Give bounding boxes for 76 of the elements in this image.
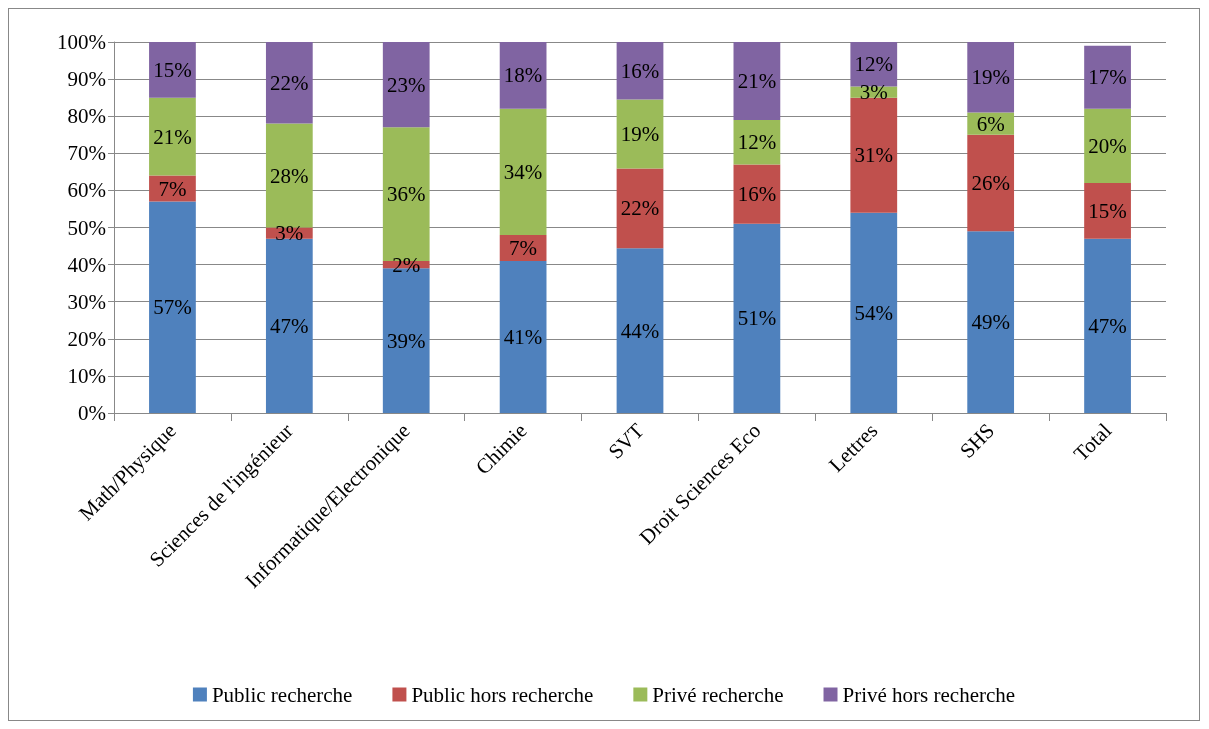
bar [265, 123, 313, 228]
data-label: 17% [1088, 65, 1127, 90]
bar [499, 108, 547, 235]
data-label: 16% [620, 58, 660, 83]
bar [616, 168, 664, 249]
legend-label: Privé recherche [652, 682, 784, 707]
bar [1084, 238, 1131, 413]
legend-label: Public recherche [211, 682, 353, 707]
x-tick-label: SHS [954, 418, 1000, 463]
data-label: 28% [270, 163, 309, 188]
bar [1084, 182, 1131, 239]
data-label: 39% [386, 328, 426, 353]
data-label: 21% [737, 68, 777, 93]
y-tick-label: 70% [67, 141, 106, 166]
bar [967, 134, 1015, 232]
y-tick-label: 20% [67, 326, 106, 351]
data-label: 3% [275, 221, 304, 246]
bar [149, 201, 196, 413]
bar [149, 97, 196, 176]
data-label: 47% [1088, 313, 1127, 338]
data-label: 16% [737, 182, 777, 207]
data-label: 23% [386, 72, 426, 97]
y-tick-label: 50% [67, 215, 106, 240]
bar [265, 42, 313, 124]
data-label: 20% [1088, 133, 1127, 158]
legend-label: Public hors recherche [411, 682, 594, 707]
bar [149, 42, 196, 98]
data-label: 7% [158, 176, 187, 201]
bar [850, 97, 898, 213]
data-label: 26% [971, 170, 1010, 195]
data-label: 36% [386, 182, 426, 207]
data-label: 19% [620, 122, 660, 147]
y-tick-label: 80% [67, 104, 106, 129]
data-label: 19% [971, 65, 1010, 90]
data-label: 34% [503, 159, 543, 184]
bar [382, 42, 430, 128]
bar [499, 260, 547, 413]
bar [1084, 108, 1131, 183]
data-label: 18% [503, 63, 543, 88]
data-label: 51% [737, 306, 777, 331]
data-label: 57% [153, 295, 192, 320]
data-label: 15% [153, 57, 192, 82]
data-label: 21% [153, 124, 192, 149]
data-label: 3% [859, 80, 888, 105]
legend-label: Privé hors recherche [842, 682, 1016, 707]
data-label: 47% [270, 313, 309, 338]
bar [499, 42, 547, 109]
bar [265, 238, 313, 413]
bar [733, 164, 781, 224]
data-label: 44% [620, 318, 660, 343]
y-tick-label: 60% [67, 178, 106, 203]
y-tick-label: 100% [57, 30, 106, 54]
bar [733, 42, 781, 120]
bar [616, 99, 664, 169]
y-tick-label: 90% [67, 67, 106, 92]
data-label: 6% [976, 111, 1005, 136]
data-label: 22% [270, 70, 309, 95]
data-label: 41% [503, 324, 543, 349]
y-tick-label: 40% [67, 252, 106, 277]
data-label: 49% [971, 310, 1010, 335]
bar [967, 231, 1015, 413]
y-tick-label: 0% [78, 401, 106, 425]
data-label: 22% [620, 196, 660, 221]
data-label: 12% [737, 130, 777, 155]
bar [967, 42, 1015, 113]
y-tick-label: 10% [67, 363, 106, 388]
data-label: 15% [1088, 198, 1127, 223]
data-label: 12% [854, 52, 894, 77]
bar [1084, 45, 1131, 109]
data-label: 54% [854, 300, 894, 325]
bar [733, 223, 781, 413]
bar [850, 212, 898, 413]
y-tick-label: 30% [67, 289, 106, 314]
data-label: 31% [854, 143, 894, 168]
bar [616, 248, 664, 413]
data-label: 7% [509, 235, 538, 260]
